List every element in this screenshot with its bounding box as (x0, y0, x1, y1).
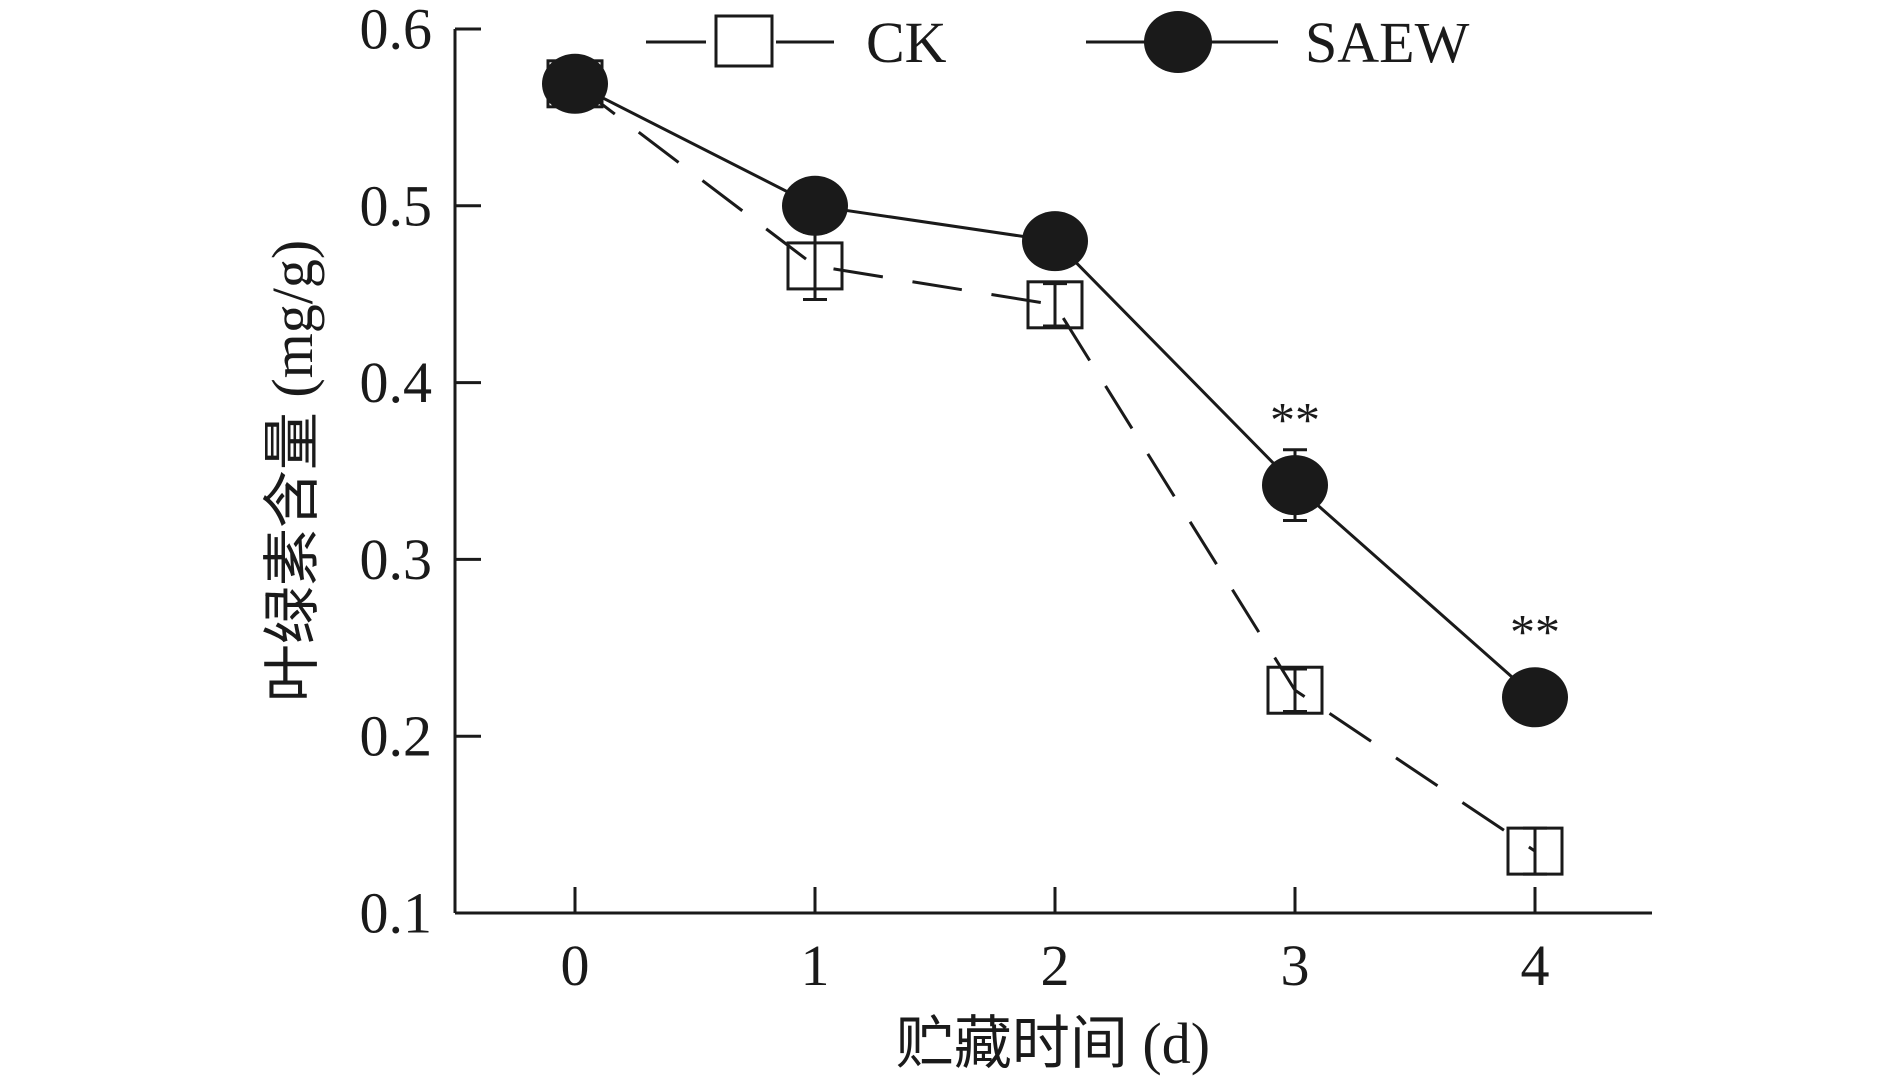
x-tick-label: 0 (561, 933, 590, 998)
saew-marker (782, 175, 848, 236)
ck-marker (1026, 280, 1084, 330)
saew-series-line (574, 82, 1536, 699)
legend-ck-marker (714, 14, 774, 68)
legend-saew-label: SAEW (1305, 10, 1470, 75)
x-tick-label: 1 (801, 933, 830, 998)
saew-marker (1022, 211, 1088, 272)
y-tick-label: 0.2 (360, 704, 433, 769)
saew-marker (1502, 667, 1568, 728)
y-tick-label: 0.6 (360, 0, 433, 62)
ck-marker (1506, 826, 1564, 876)
ck-series-line (574, 82, 1536, 853)
ck-marker (1266, 665, 1324, 715)
ck-marker (786, 241, 844, 291)
significance-label: ** (1510, 604, 1560, 660)
legend: CK SAEW (646, 10, 1470, 75)
saew-marker (542, 53, 608, 114)
x-tick-label: 3 (1281, 933, 1310, 998)
axes: 0.1 0.2 0.3 0.4 0.5 0.6 0 1 2 3 4 (360, 0, 1652, 998)
y-tick-label: 0.1 (360, 881, 433, 946)
legend-ck-label: CK (866, 10, 947, 75)
y-tick-label: 0.3 (360, 527, 433, 592)
x-axis-title: 贮藏时间 (d) (896, 1011, 1210, 1076)
y-tick-label: 0.4 (360, 350, 433, 415)
x-tick-label: 4 (1521, 933, 1550, 998)
significance-label: ** (1270, 391, 1320, 447)
series-layer: ** ** (542, 53, 1568, 876)
y-tick-label: 0.5 (360, 173, 433, 238)
legend-saew-marker (1144, 11, 1212, 73)
x-tick-label: 2 (1041, 933, 1070, 998)
y-axis-title: 叶绿素含量 (mg/g) (260, 240, 325, 702)
saew-marker (1262, 455, 1328, 516)
